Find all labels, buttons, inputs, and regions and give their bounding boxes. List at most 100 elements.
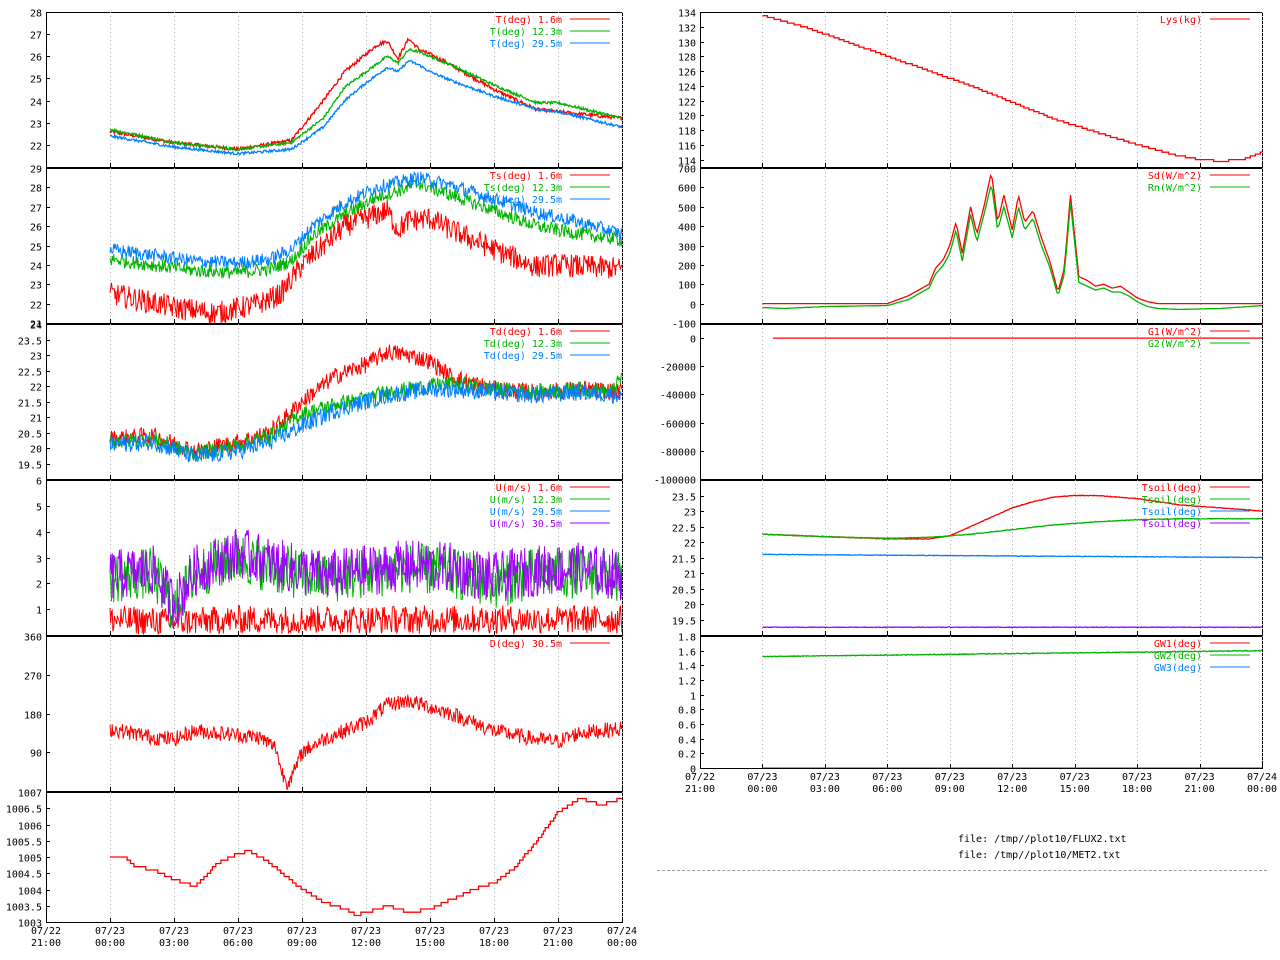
series-line	[109, 381, 622, 463]
y-tick-label: 134	[678, 9, 696, 20]
legend-label: U(m/s) 12.3m	[490, 495, 562, 506]
x-tick-label: 07/23 21:00	[1185, 772, 1215, 795]
y-tick-label: 700	[678, 165, 696, 176]
y-tick-label: 126	[678, 68, 696, 79]
y-tick-label: 1.8	[678, 633, 696, 644]
y-tick-label: 1.4	[678, 662, 696, 673]
y-tick-label: 128	[678, 53, 696, 64]
separator-line	[657, 870, 1267, 871]
x-tick-label: 07/24 00:00	[607, 926, 637, 949]
y-tick-label: 25	[30, 75, 42, 86]
y-tick-label: -40000	[660, 391, 696, 402]
y-tick-label: 1007	[18, 789, 42, 800]
series-line	[762, 626, 1262, 629]
y-tick-label: 23.5	[672, 493, 696, 504]
y-tick-label: 0.6	[678, 721, 696, 732]
legend-label: Td(deg) 12.3m	[484, 339, 562, 350]
y-tick-label: 4	[36, 529, 42, 540]
y-tick-label: -100000	[654, 476, 696, 487]
y-tick-label: 22	[684, 539, 696, 550]
y-tick-label: -80000	[660, 448, 696, 459]
x-tick-label: 07/23 03:00	[159, 926, 189, 949]
series-line	[762, 15, 1262, 163]
y-tick-label: 1003	[18, 919, 42, 930]
series-line	[109, 59, 622, 157]
y-tick-label: 2	[36, 580, 42, 591]
x-tick-label: 07/23 18:00	[479, 926, 509, 949]
x-tick-label: 07/23 00:00	[95, 926, 125, 949]
y-tick-label: 114	[678, 157, 696, 168]
y-tick-label: 6	[36, 477, 42, 488]
y-tick-label: 120	[678, 112, 696, 123]
y-tick-label: 1005.5	[6, 838, 42, 849]
legend-label: G1(W/m^2)	[1148, 327, 1202, 338]
y-tick-label: 23	[30, 352, 42, 363]
x-tick-label: 07/23 00:00	[747, 772, 777, 795]
chart-g: -100000 -80000 -60000 -40000 -20000 0 G1(W/m^2…	[654, 324, 1263, 487]
x-tick-label: 07/23 18:00	[1122, 772, 1152, 795]
y-tick-label: 1004	[18, 887, 42, 898]
legend-label: Ts(deg) 12.3m	[484, 183, 562, 194]
y-tick-label: 21	[684, 570, 696, 581]
plot-frame	[46, 12, 623, 168]
y-tick-label: 25	[30, 243, 42, 254]
y-tick-label: 132	[678, 24, 696, 35]
legend-label: Tsoil(deg)	[1142, 483, 1202, 494]
chart-p: 1003 1003.5 1004 1004.5 1005 1005.5 1006 1006.5…	[6, 789, 637, 950]
y-tick-label: 1	[36, 606, 42, 617]
y-tick-label: 1003.5	[6, 903, 42, 914]
y-tick-label: 19.5	[18, 461, 42, 472]
y-tick-label: 28	[30, 184, 42, 195]
y-tick-label: 400	[678, 223, 696, 234]
y-tick-label: 90	[30, 749, 42, 760]
legend-label: U(m/s) 29.5m	[490, 507, 562, 518]
y-tick-label: 28	[30, 9, 42, 20]
y-tick-label: 20	[684, 601, 696, 612]
y-tick-label: 122	[678, 98, 696, 109]
y-tick-label: 1	[690, 692, 696, 703]
legend-label: Ts(deg) 29.5m	[484, 195, 562, 206]
y-tick-label: 0.2	[678, 750, 696, 761]
y-tick-label: 19.5	[672, 617, 696, 628]
y-tick-label: 22	[30, 301, 42, 312]
legend-label: GW3(deg)	[1154, 663, 1202, 674]
legend-label: Lys(kg)	[1160, 15, 1202, 26]
series-line	[110, 797, 622, 917]
y-tick-label: 23.5	[18, 337, 42, 348]
series-line	[762, 185, 1262, 311]
plot-frame	[700, 12, 1263, 168]
legend-label: Tsoil(deg)	[1142, 495, 1202, 506]
y-tick-label: 100	[678, 281, 696, 292]
y-tick-label: 20.5	[18, 430, 42, 441]
y-tick-label: 0.8	[678, 706, 696, 717]
x-tick-label: 07/23 09:00	[287, 926, 317, 949]
y-tick-label: 1006	[18, 822, 42, 833]
series-line	[109, 177, 622, 279]
y-tick-label: 130	[678, 39, 696, 50]
x-tick-label: 07/23 03:00	[810, 772, 840, 795]
legend-label: GW2(deg)	[1154, 651, 1202, 662]
y-tick-label: 124	[678, 83, 696, 94]
y-tick-label: 26	[30, 223, 42, 234]
y-tick-label: 180	[24, 711, 42, 722]
plot-frame	[700, 636, 1263, 769]
y-tick-label: 5	[36, 503, 42, 514]
y-tick-label: 600	[678, 184, 696, 195]
x-tick-label: 07/23 15:00	[415, 926, 445, 949]
y-tick-label: 22.5	[18, 368, 42, 379]
legend-label: T(deg) 12.3m	[490, 27, 562, 38]
x-tick-label: 07/22 21:00	[685, 772, 715, 795]
plot-frame	[46, 636, 623, 792]
series-line	[109, 694, 622, 791]
y-tick-label: 1004.5	[6, 870, 42, 881]
y-tick-label: 29	[30, 165, 42, 176]
legend-label: D(deg) 30.5m	[490, 639, 562, 650]
legend-label: Td(deg) 29.5m	[484, 351, 562, 362]
x-tick-label: 07/24 00:00	[1247, 772, 1277, 795]
y-tick-label: 500	[678, 204, 696, 215]
y-tick-label: 21.5	[672, 555, 696, 566]
y-tick-label: 21	[30, 414, 42, 425]
x-tick-label: 07/23 15:00	[1060, 772, 1090, 795]
series-line	[109, 37, 622, 152]
